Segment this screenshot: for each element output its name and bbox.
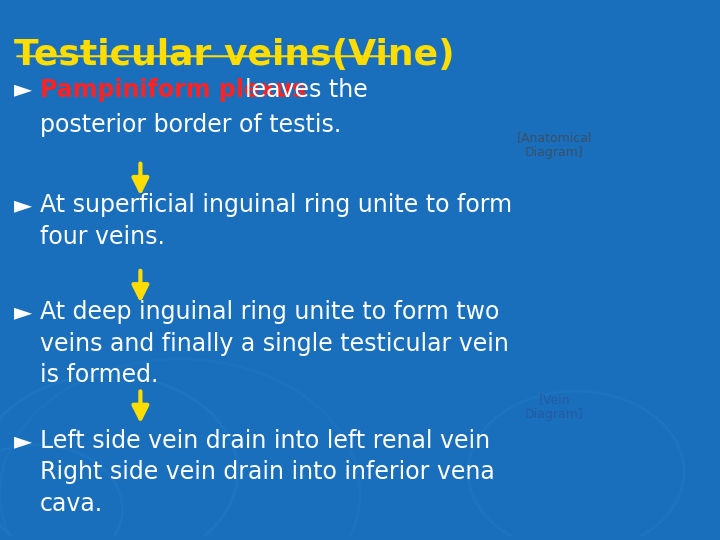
Text: ►: ► (14, 78, 32, 102)
Text: At deep inguinal ring unite to form two
veins and finally a single testicular ve: At deep inguinal ring unite to form two … (40, 300, 508, 387)
Text: leaves the: leaves the (245, 78, 367, 102)
Text: ►: ► (14, 193, 32, 217)
Text: Pampiniform plexus: Pampiniform plexus (40, 78, 314, 102)
Text: At superficial inguinal ring unite to form
four veins.: At superficial inguinal ring unite to fo… (40, 193, 512, 248)
Text: ►: ► (14, 300, 32, 324)
Text: Left side vein drain into left renal vein
Right side vein drain into inferior ve: Left side vein drain into left renal vei… (40, 429, 495, 516)
Text: ►: ► (14, 429, 32, 453)
Text: posterior border of testis.: posterior border of testis. (40, 112, 341, 137)
Text: Testicular veins(Vine): Testicular veins(Vine) (14, 37, 455, 71)
